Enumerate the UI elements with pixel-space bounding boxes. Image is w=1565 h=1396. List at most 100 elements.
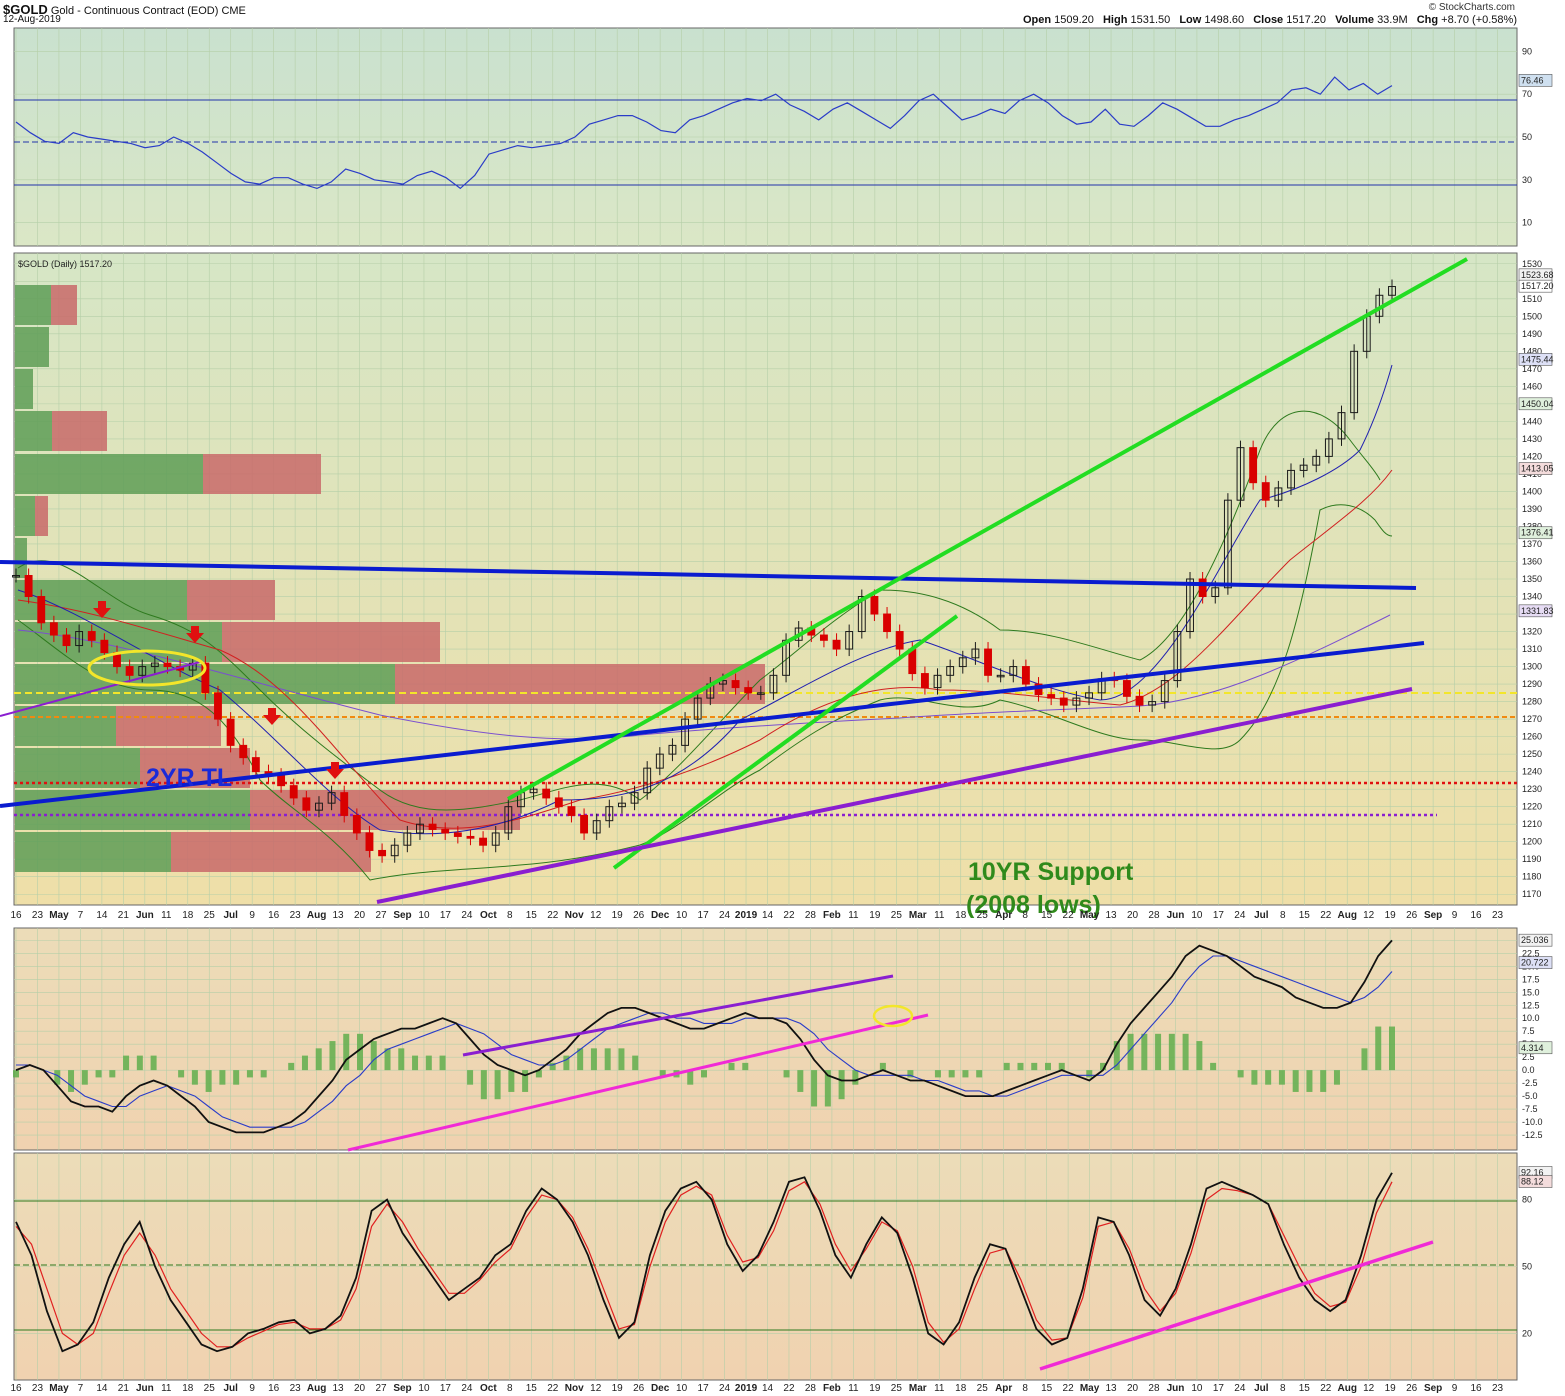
high-value: 1531.50 [1130, 14, 1171, 26]
high-label: High [1102, 14, 1128, 26]
x-tick-label: 19 [1385, 1383, 1397, 1394]
candle-body [731, 680, 740, 689]
x-tick-label: Sep [1424, 1383, 1442, 1394]
x-tick-label: 26 [1406, 910, 1418, 921]
value-box-label: 1475.44 [1521, 354, 1554, 364]
x-tick-label: 16 [10, 1383, 22, 1394]
candle-body [1085, 692, 1093, 699]
macd-panel-bg [13, 927, 1518, 1151]
value-box [1518, 1041, 1553, 1055]
x-tick-label: 22 [783, 910, 795, 921]
candle-body [289, 785, 298, 799]
macd-histogram-bar [480, 1070, 487, 1100]
candle-body [958, 657, 967, 668]
x-tick-label: 10 [418, 910, 430, 921]
x-tick-label: 23 [32, 1383, 44, 1394]
candle-body [1122, 680, 1131, 697]
y-tick-label: 1390 [1522, 504, 1542, 514]
x-tick-label: Aug [307, 1383, 326, 1394]
macd-histogram-bar [1045, 1062, 1051, 1071]
macd-histogram-bar [191, 1070, 198, 1085]
x-tick-label: 8 [1022, 910, 1028, 921]
candle-body [504, 806, 513, 834]
x-tick-label: 24 [719, 1383, 731, 1394]
x-tick-label: May [1080, 1383, 1100, 1394]
candle-body [365, 832, 374, 851]
x-tick-label: 28 [805, 910, 817, 921]
x-tick-label: 7 [78, 1383, 84, 1394]
candle-body [441, 828, 450, 834]
candle-body [403, 832, 412, 846]
x-tick-label: Jul [223, 1383, 238, 1394]
red-arrow [326, 762, 344, 779]
macd-histogram-bar [1086, 1070, 1093, 1078]
macd-histogram-bar [81, 1070, 88, 1085]
x-tick-label: Sep [393, 1383, 411, 1394]
macd-histogram-bar [811, 1070, 818, 1107]
y-tick-label: -7.5 [1522, 1104, 1538, 1114]
x-tick-label: Jun [1167, 1383, 1185, 1394]
open-label: Open [1022, 14, 1052, 26]
y-tick-label: 1220 [1522, 802, 1542, 812]
macd-histogram-bar [288, 1062, 295, 1071]
trendline-blue-upper [0, 560, 1417, 590]
candle-body [870, 596, 879, 615]
value-box-label: 88.12 [1521, 1176, 1544, 1186]
red-arrow [186, 626, 204, 643]
y-tick-label: -12.5 [1522, 1130, 1543, 1140]
macd-histogram-bar [109, 1070, 116, 1078]
macd-line [15, 939, 1393, 1134]
candle-body [1261, 482, 1270, 501]
y-tick-label: 1370 [1522, 539, 1542, 549]
x-tick-label: 16 [268, 910, 280, 921]
candle-body [302, 797, 311, 811]
macd-histogram-bar [1306, 1070, 1313, 1092]
macd-histogram-bar [907, 1070, 914, 1078]
x-tick-label: 11 [161, 1383, 172, 1394]
y-tick-label: 30 [1522, 175, 1532, 185]
x-tick-label: 8 [1280, 1383, 1286, 1394]
x-tick-label: 9 [249, 910, 255, 921]
y-tick-label: 70 [1522, 89, 1532, 99]
macd-histogram-bar [879, 1062, 886, 1071]
candle-body [984, 648, 992, 676]
candle-body [946, 666, 955, 676]
open-value: 1509.20 [1054, 14, 1094, 26]
x-tick-label: 11 [934, 910, 945, 921]
trendline-purple-10yr [376, 687, 1413, 904]
x-tick-label: 26 [633, 910, 645, 921]
y-tick-label: 1260 [1522, 732, 1542, 742]
x-tick-label: 23 [290, 910, 302, 921]
low-label: Low [1179, 14, 1202, 26]
vbp-bar [15, 496, 35, 536]
vbp-bar [52, 411, 107, 451]
candle-body [1249, 447, 1258, 484]
value-box-label: 1450.04 [1521, 399, 1554, 409]
candle-body [554, 797, 563, 808]
x-tick-label: Jun [1167, 910, 1185, 921]
candle-body [416, 823, 424, 834]
macd-histogram-bar [1003, 1062, 1010, 1071]
y-tick-label: 1230 [1522, 784, 1542, 794]
macd-histogram-bar [1333, 1070, 1340, 1085]
y-tick-label: 15.0 [1522, 987, 1540, 997]
macd-group [13, 939, 1395, 1134]
y-tick-label: 1320 [1522, 627, 1542, 637]
y-tick-label: 1400 [1522, 486, 1542, 496]
x-tick-label: May [1080, 910, 1100, 921]
candle-body [744, 687, 753, 694]
candle-body [542, 788, 551, 799]
vbp-bar [116, 706, 221, 746]
stochastic-group [15, 1172, 1393, 1353]
candle-body [226, 718, 235, 746]
y-tick-label: 1170 [1522, 889, 1541, 899]
x-tick-label: 15 [526, 1383, 538, 1394]
candle-body [655, 753, 664, 769]
y-tick-label: 2.5 [1522, 1052, 1535, 1062]
candle-body [352, 814, 361, 834]
x-tick-label: 17 [1213, 910, 1225, 921]
y-tick-label: 1460 [1522, 381, 1542, 391]
x-tick-label: Nov [565, 910, 584, 921]
macd-histogram-bar [1182, 1033, 1189, 1071]
macd-histogram-bar [577, 1048, 584, 1071]
